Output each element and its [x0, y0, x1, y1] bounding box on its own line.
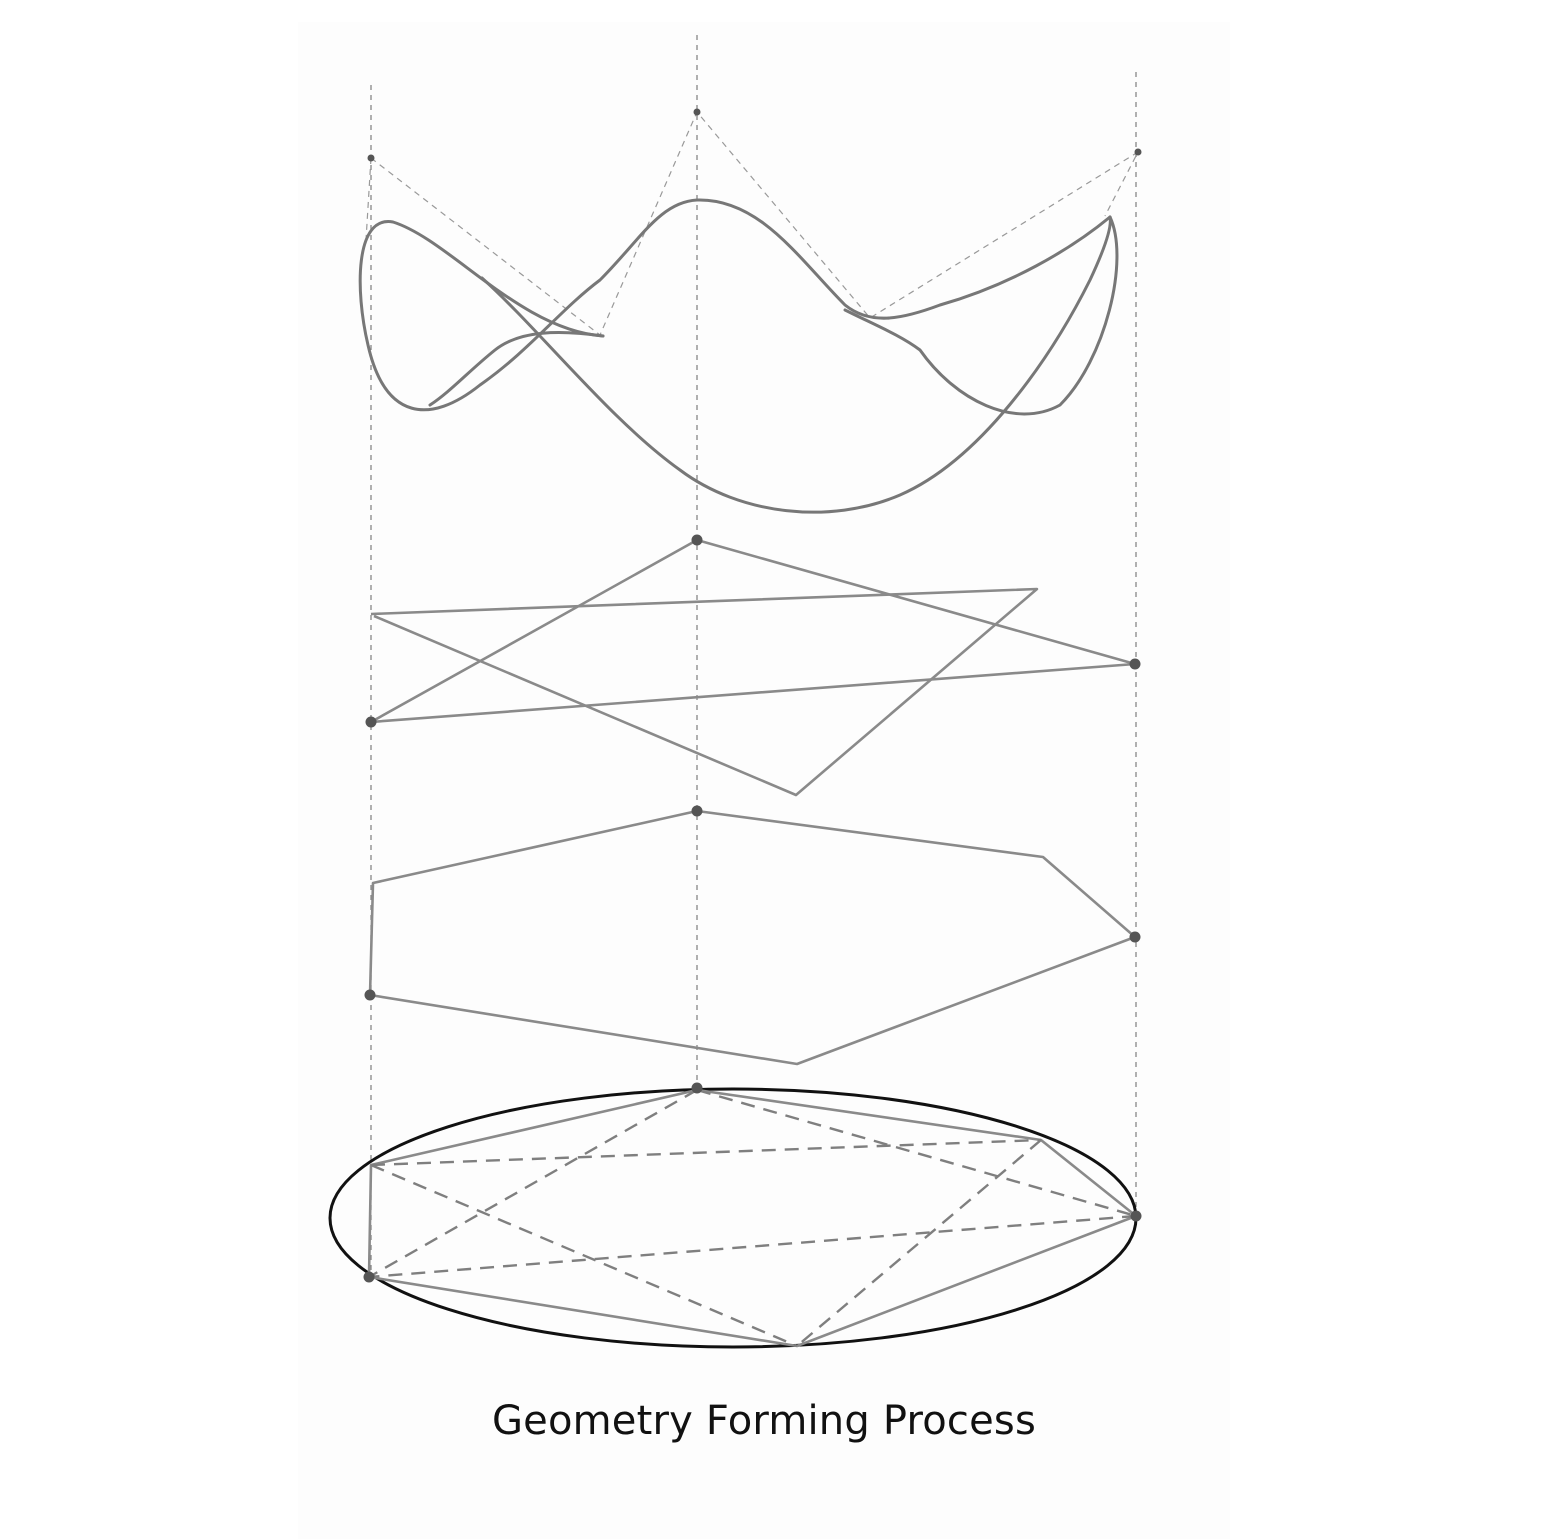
curve-bottom-arc [480, 215, 1112, 514]
diagonal-5 [796, 1139, 1042, 1347]
layer-zigzag [365, 534, 1141, 797]
control-point-center [693, 108, 701, 116]
zigzag-return [370, 538, 1137, 724]
curve-bottom-sweep [843, 215, 1119, 416]
curve-left-lobe [358, 198, 1112, 412]
ellipse-point-center [691, 1082, 703, 1094]
diagonal-6 [368, 1214, 1137, 1279]
layer-curve [358, 108, 1142, 514]
hexagon-point-center [691, 805, 703, 817]
zigzag-path [370, 587, 1039, 797]
diagonal-1 [370, 1138, 1042, 1167]
control-handle-left [365, 157, 372, 241]
diagonal-4 [368, 1088, 698, 1279]
hexagon-point-left [364, 989, 376, 1001]
layer-ellipse [328, 1082, 1142, 1349]
hexagon-outline [368, 809, 1137, 1066]
curve-left-return [428, 331, 605, 407]
ellipse-point-left [363, 1271, 375, 1283]
layer-hexagon [364, 805, 1141, 1066]
zigzag-point-right [1129, 658, 1141, 670]
zigzag-point-left [365, 716, 377, 728]
control-point-right [1134, 148, 1142, 156]
zigzag-point-center [691, 534, 703, 546]
control-point-left [367, 154, 375, 162]
vertical-guides [370, 35, 1137, 1278]
diagonal-2 [370, 1163, 798, 1348]
control-polygon [370, 110, 1140, 336]
base-ellipse [328, 1087, 1138, 1349]
hexagon-point-right [1129, 931, 1141, 943]
diagram-caption: Geometry Forming Process [491, 1398, 1037, 1444]
diagonal-3 [696, 1088, 1137, 1218]
ellipse-point-right [1130, 1210, 1142, 1222]
dashed-diagonals [368, 1088, 1137, 1348]
